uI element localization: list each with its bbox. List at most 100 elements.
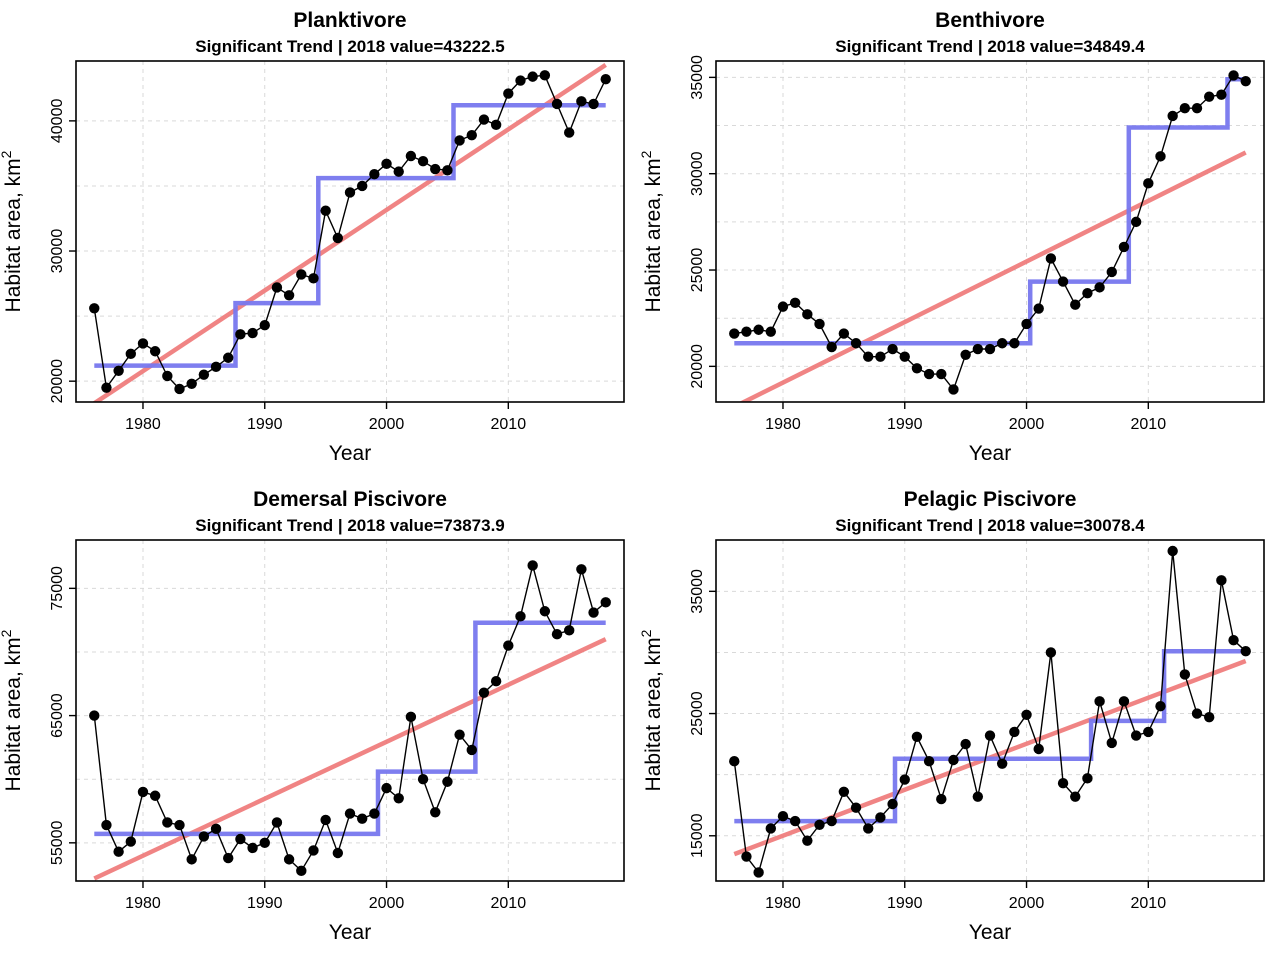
data-point (1057, 778, 1069, 789)
data-point (887, 798, 898, 810)
y-axis-label-text: Habitat area, km (642, 637, 665, 791)
data-point (1143, 726, 1154, 738)
data-point (588, 607, 599, 618)
x-tick-label: 2010 (491, 895, 527, 912)
data-point (369, 808, 380, 819)
data-point (210, 823, 222, 835)
x-axis-label: Year (969, 442, 1011, 465)
data-point (247, 327, 258, 339)
chart-title: Benthivore (935, 9, 1045, 32)
data-point (1167, 110, 1178, 122)
data-point (442, 776, 453, 787)
y-tick-label: 75000 (49, 566, 66, 611)
data-point (198, 369, 210, 380)
x-axis-label: Year (969, 921, 1011, 944)
data-point (789, 297, 801, 308)
data-point (551, 98, 563, 110)
x-tick-label: 2000 (1009, 895, 1045, 912)
data-point (576, 564, 587, 575)
data-point (466, 744, 477, 756)
data-point (1106, 266, 1117, 278)
data-point (1179, 103, 1191, 114)
data-point (984, 343, 996, 355)
data-point (777, 811, 789, 822)
data-point (149, 790, 161, 801)
y-axis-label-superscript: 2 (0, 629, 14, 637)
data-point (729, 756, 740, 767)
data-point (539, 606, 551, 617)
x-tick-label: 1980 (765, 416, 801, 433)
data-point (838, 328, 850, 339)
plot-frame (75, 60, 625, 403)
panel-pelagic-piscivore: Pelagic Piscivore Significant Trend | 201… (638, 488, 1265, 944)
plot-frame (75, 539, 625, 882)
data-point (741, 851, 752, 862)
data-point (875, 812, 886, 823)
data-point (417, 156, 429, 167)
data-point (753, 324, 764, 335)
chart-title: Pelagic Piscivore (904, 488, 1077, 511)
data-point (527, 71, 538, 82)
data-point (271, 817, 283, 828)
trend-line (93, 637, 607, 881)
data-point (1191, 708, 1203, 719)
data-point (296, 269, 307, 280)
chart-subtitle: Significant Trend | 2018 value=30078.4 (835, 516, 1145, 535)
x-tick-label: 2010 (1131, 895, 1167, 912)
data-point (1167, 545, 1178, 557)
data-point (186, 378, 197, 389)
data-point (308, 273, 319, 284)
data-point (430, 807, 441, 818)
data-point (1216, 89, 1227, 100)
data-point (356, 813, 368, 824)
data-point (405, 150, 417, 162)
data-point (1204, 712, 1215, 723)
data-point (149, 346, 161, 357)
data-point (235, 329, 246, 340)
data-point (174, 383, 185, 395)
data-point (1033, 303, 1044, 314)
data-point (576, 96, 587, 107)
data-point (588, 98, 599, 110)
data-point (539, 70, 551, 81)
plot-frame (715, 539, 1265, 882)
regime-mean-line (94, 620, 606, 837)
y-axis-label-text: Habitat area, km (2, 158, 25, 312)
data-point (101, 819, 112, 831)
x-tick-label: 1980 (765, 895, 801, 912)
data-point (259, 837, 270, 849)
data-point (369, 169, 380, 180)
data-point (442, 165, 453, 176)
data-point (1106, 737, 1117, 749)
data-point (381, 782, 392, 794)
x-tick-label: 2010 (1131, 416, 1167, 433)
y-tick-label: 20000 (689, 344, 706, 389)
y-tick-label: 15000 (689, 813, 706, 858)
data-point (283, 854, 295, 865)
x-tick-label: 2000 (1009, 416, 1045, 433)
data-point (1130, 730, 1142, 741)
data-point (162, 817, 173, 828)
data-point (490, 676, 502, 687)
data-point (1155, 701, 1166, 712)
data-point (1082, 773, 1093, 784)
data-point (356, 180, 368, 192)
data-point (259, 320, 270, 331)
x-axis-label: Year (329, 921, 371, 944)
data-point (753, 867, 764, 878)
data-point (923, 756, 935, 767)
data-point (1228, 635, 1239, 646)
x-tick-label: 1990 (887, 895, 923, 912)
data-point (1033, 743, 1044, 755)
y-tick-label: 65000 (49, 693, 66, 738)
data-point (1021, 318, 1032, 330)
data-point (1009, 338, 1020, 349)
y-axis-label: Habitat area, km2 (638, 629, 665, 791)
data-point (454, 729, 465, 740)
data-point (1094, 696, 1105, 707)
data-point (137, 786, 149, 798)
data-point (125, 836, 136, 847)
data-point (1130, 216, 1142, 228)
data-point (826, 341, 837, 353)
data-point (1118, 696, 1130, 707)
